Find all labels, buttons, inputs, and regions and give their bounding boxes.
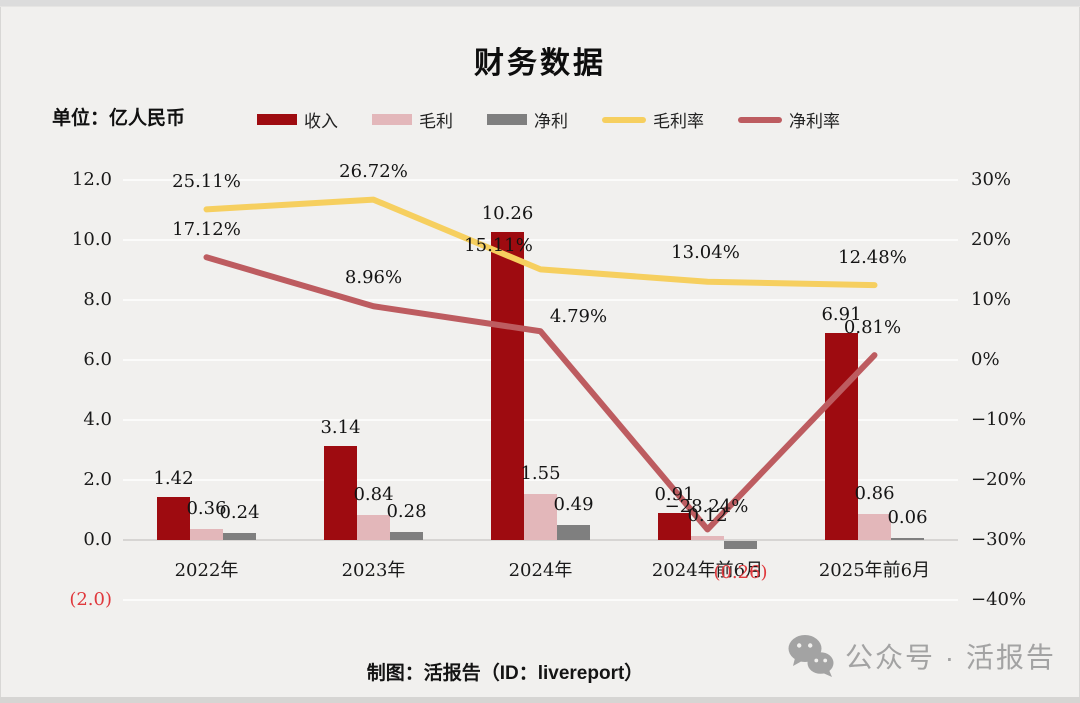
bar-毛利-2022年: [190, 529, 223, 540]
category-label: 2024年: [508, 560, 573, 581]
left-axis-tick: 8.0: [83, 289, 112, 310]
line-value-label: 4.79%: [549, 306, 608, 328]
line-value-label: 15.11%: [464, 235, 533, 257]
legend-bar-swatch-1: [372, 114, 412, 125]
legend-item-净利率: 净利率: [738, 107, 840, 132]
bar-value-label: 0.24: [219, 501, 260, 523]
bar-毛利-2024年前6月: [691, 536, 724, 540]
left-axis-tick: 0.0: [83, 529, 112, 550]
left-axis-tick: 2.0: [83, 469, 112, 490]
wechat-badge: 公众号 · 活报告: [781, 633, 1056, 679]
bottom-border-strip: [0, 697, 1080, 703]
legend-bar-swatch-0: [257, 114, 297, 125]
category-label: 2022年: [174, 560, 239, 581]
chart-title: 财务数据: [474, 47, 606, 80]
bar-value-label: 0.49: [553, 494, 594, 516]
legend-line-swatch-4: [738, 116, 782, 123]
wechat-icon: [788, 635, 834, 677]
right-axis-tick: 30%: [971, 169, 1012, 190]
footer-credit: 制图：活报告（ID：livereport）: [366, 663, 644, 684]
line-value-label: 26.72%: [339, 160, 408, 182]
bar-收入-2025年前6月: [825, 332, 858, 540]
bar-净利-2025年前6月: [891, 538, 924, 540]
bar-value-label: 10.26: [481, 203, 534, 225]
bar-value-label: (0.26): [713, 561, 768, 583]
line-value-label: 17.12%: [172, 219, 241, 241]
bar-value-label: 0.06: [887, 507, 928, 529]
bar-净利-2023年: [390, 531, 423, 540]
left-axis-tick: 10.0: [71, 229, 112, 250]
line-value-label: 25.11%: [172, 171, 241, 193]
category-label: 2025年前6月: [818, 560, 931, 581]
right-axis-tick: −10%: [971, 409, 1027, 430]
line-value-label: 12.48%: [838, 247, 907, 269]
left-axis-tick: 12.0: [71, 169, 112, 190]
left-axis-tick: 4.0: [83, 409, 112, 430]
gridline: [123, 299, 958, 301]
legend-item-毛利: 毛利: [372, 107, 453, 132]
gridline: [123, 599, 958, 601]
line-value-label: 13.04%: [671, 241, 740, 263]
legend-line-swatch-3: [602, 116, 646, 123]
legend-label: 毛利率: [653, 112, 704, 131]
bar-value-label: 1.42: [153, 468, 194, 490]
legend-label: 收入: [304, 112, 338, 131]
bar-净利-2024年前6月: [724, 541, 757, 549]
right-axis-tick: −40%: [971, 589, 1027, 610]
right-axis-tick: −30%: [971, 529, 1027, 550]
left-axis-tick: 6.0: [83, 349, 112, 370]
legend-item-毛利率: 毛利率: [602, 107, 704, 132]
chart-legend: 收入 毛利 净利 毛利率 净利率: [257, 107, 874, 132]
line-value-label: 0.81%: [843, 317, 902, 339]
category-label: 2023年: [341, 560, 406, 581]
left-axis-tick: (2.0): [69, 589, 112, 610]
right-axis-tick: 20%: [971, 229, 1012, 250]
bar-收入-2024年: [491, 232, 524, 540]
gridline: [123, 179, 958, 181]
legend-label: 净利: [534, 112, 568, 131]
top-border-strip: [0, 0, 1080, 7]
wechat-account-label: 公众号 · 活报告: [845, 642, 1056, 673]
legend-label: 净利率: [789, 112, 840, 131]
bar-value-label: 0.86: [854, 483, 895, 505]
legend-label: 毛利: [419, 112, 453, 131]
bar-净利-2024年: [557, 525, 590, 540]
bar-收入-2022年: [157, 497, 190, 540]
right-axis-tick: −20%: [971, 469, 1027, 490]
right-axis-tick: 10%: [971, 289, 1012, 310]
legend-bar-swatch-2: [487, 114, 527, 125]
category-label: 2024年前6月: [651, 560, 764, 581]
line-value-label: 8.96%: [344, 267, 403, 289]
bar-value-label: 1.55: [520, 462, 561, 484]
unit-label: 单位：亿人民币: [52, 108, 186, 129]
right-axis-tick: 0%: [971, 349, 1000, 370]
x-axis-zero-line: [123, 539, 958, 541]
bar-value-label: 3.14: [320, 416, 361, 438]
legend-item-收入: 收入: [257, 107, 338, 132]
legend-item-净利: 净利: [487, 107, 568, 132]
bar-净利-2022年: [223, 532, 256, 540]
bar-value-label: 0.28: [386, 500, 427, 522]
line-value-label: −28.24%: [664, 496, 749, 518]
